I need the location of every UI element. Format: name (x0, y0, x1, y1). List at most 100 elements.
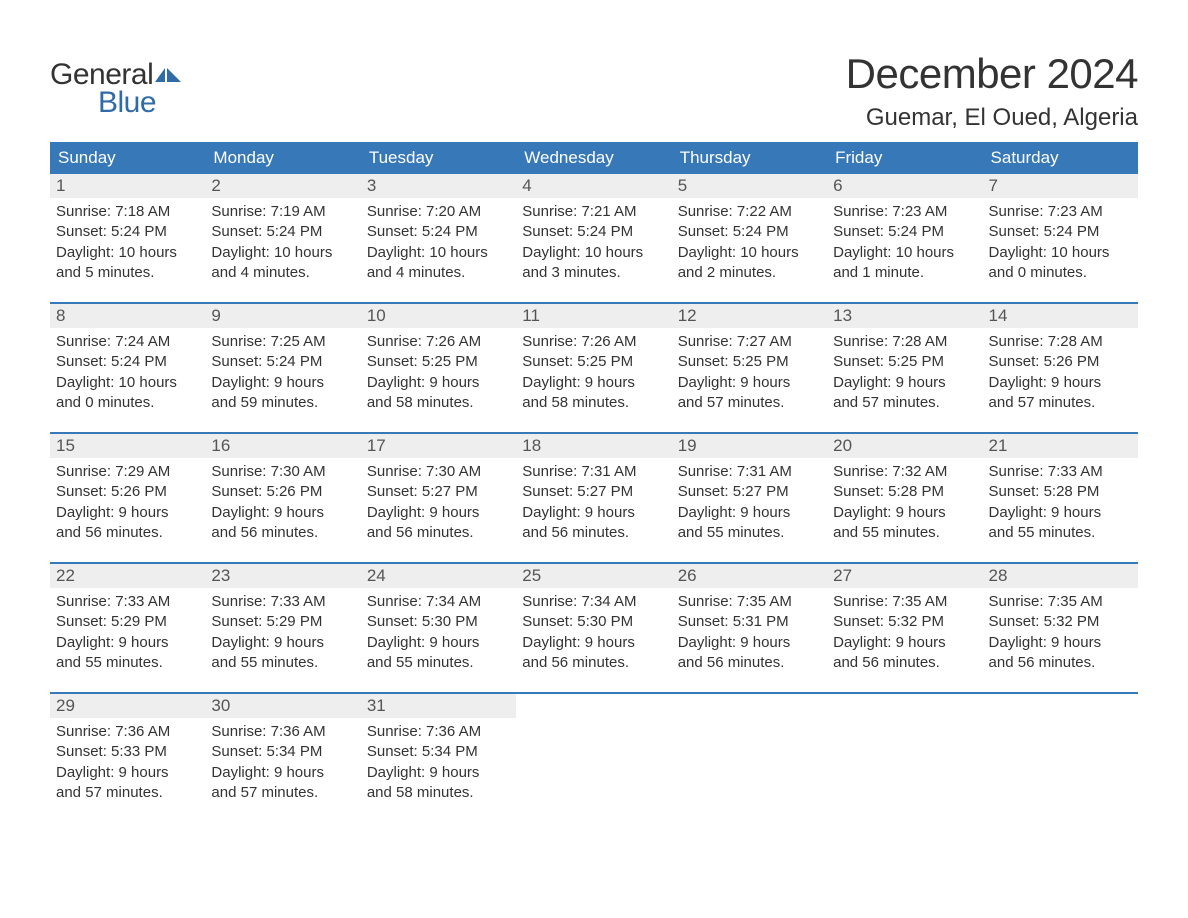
sunset-line: Sunset: 5:29 PM (211, 612, 354, 632)
sunrise-line: Sunrise: 7:35 AM (833, 592, 976, 612)
daylight-line-2: and 55 minutes. (833, 523, 976, 543)
sunrise-line: Sunrise: 7:32 AM (833, 462, 976, 482)
day-body: Sunrise: 7:36 AMSunset: 5:34 PMDaylight:… (361, 718, 516, 807)
day-number: 14 (983, 304, 1138, 328)
sunset-line: Sunset: 5:24 PM (56, 352, 199, 372)
day-body: Sunrise: 7:23 AMSunset: 5:24 PMDaylight:… (983, 198, 1138, 287)
daylight-line-1: Daylight: 9 hours (522, 503, 665, 523)
daylight-line-1: Daylight: 9 hours (833, 633, 976, 653)
sunrise-line: Sunrise: 7:34 AM (367, 592, 510, 612)
daylight-line-2: and 57 minutes. (989, 393, 1132, 413)
day-body: Sunrise: 7:24 AMSunset: 5:24 PMDaylight:… (50, 328, 205, 417)
daylight-line-1: Daylight: 10 hours (678, 243, 821, 263)
day-cell: 20Sunrise: 7:32 AMSunset: 5:28 PMDayligh… (827, 434, 982, 562)
day-cell: 26Sunrise: 7:35 AMSunset: 5:31 PMDayligh… (672, 564, 827, 692)
daylight-line-1: Daylight: 9 hours (211, 763, 354, 783)
sunset-line: Sunset: 5:24 PM (56, 222, 199, 242)
day-cell: 10Sunrise: 7:26 AMSunset: 5:25 PMDayligh… (361, 304, 516, 432)
day-number: 3 (361, 174, 516, 198)
daylight-line-2: and 59 minutes. (211, 393, 354, 413)
sunset-line: Sunset: 5:25 PM (522, 352, 665, 372)
day-cell: 8Sunrise: 7:24 AMSunset: 5:24 PMDaylight… (50, 304, 205, 432)
daylight-line-1: Daylight: 9 hours (211, 373, 354, 393)
sunrise-line: Sunrise: 7:25 AM (211, 332, 354, 352)
sunrise-line: Sunrise: 7:29 AM (56, 462, 199, 482)
sunrise-line: Sunrise: 7:19 AM (211, 202, 354, 222)
daylight-line-1: Daylight: 10 hours (833, 243, 976, 263)
sunset-line: Sunset: 5:27 PM (522, 482, 665, 502)
day-body: Sunrise: 7:20 AMSunset: 5:24 PMDaylight:… (361, 198, 516, 287)
day-number: 13 (827, 304, 982, 328)
sunset-line: Sunset: 5:24 PM (211, 352, 354, 372)
sunset-line: Sunset: 5:32 PM (833, 612, 976, 632)
sunrise-line: Sunrise: 7:24 AM (56, 332, 199, 352)
day-number: 26 (672, 564, 827, 588)
sunset-line: Sunset: 5:29 PM (56, 612, 199, 632)
daylight-line-2: and 58 minutes. (367, 393, 510, 413)
sunrise-line: Sunrise: 7:36 AM (367, 722, 510, 742)
day-body: Sunrise: 7:34 AMSunset: 5:30 PMDaylight:… (516, 588, 671, 677)
daylight-line-2: and 56 minutes. (522, 523, 665, 543)
daylight-line-1: Daylight: 10 hours (989, 243, 1132, 263)
sunrise-line: Sunrise: 7:27 AM (678, 332, 821, 352)
day-number: 27 (827, 564, 982, 588)
daylight-line-2: and 55 minutes. (56, 653, 199, 673)
daylight-line-2: and 56 minutes. (678, 653, 821, 673)
location: Guemar, El Oued, Algeria (846, 104, 1138, 132)
day-cell: 29Sunrise: 7:36 AMSunset: 5:33 PMDayligh… (50, 694, 205, 822)
daylight-line-2: and 56 minutes. (522, 653, 665, 673)
sunset-line: Sunset: 5:24 PM (522, 222, 665, 242)
day-number: 20 (827, 434, 982, 458)
day-body: Sunrise: 7:25 AMSunset: 5:24 PMDaylight:… (205, 328, 360, 417)
day-cell: 13Sunrise: 7:28 AMSunset: 5:25 PMDayligh… (827, 304, 982, 432)
sunset-line: Sunset: 5:26 PM (56, 482, 199, 502)
daylight-line-1: Daylight: 9 hours (989, 503, 1132, 523)
day-cell: 22Sunrise: 7:33 AMSunset: 5:29 PMDayligh… (50, 564, 205, 692)
day-body: Sunrise: 7:23 AMSunset: 5:24 PMDaylight:… (827, 198, 982, 287)
sunrise-line: Sunrise: 7:30 AM (367, 462, 510, 482)
sunrise-line: Sunrise: 7:22 AM (678, 202, 821, 222)
daylight-line-2: and 56 minutes. (56, 523, 199, 543)
day-body: Sunrise: 7:27 AMSunset: 5:25 PMDaylight:… (672, 328, 827, 417)
sunrise-line: Sunrise: 7:33 AM (989, 462, 1132, 482)
daylight-line-1: Daylight: 9 hours (211, 633, 354, 653)
daylight-line-2: and 0 minutes. (56, 393, 199, 413)
sunrise-line: Sunrise: 7:31 AM (678, 462, 821, 482)
day-number: 4 (516, 174, 671, 198)
sunset-line: Sunset: 5:34 PM (367, 742, 510, 762)
day-cell: 4Sunrise: 7:21 AMSunset: 5:24 PMDaylight… (516, 174, 671, 302)
month-title: December 2024 (846, 50, 1138, 98)
sunset-line: Sunset: 5:32 PM (989, 612, 1132, 632)
sunrise-line: Sunrise: 7:28 AM (989, 332, 1132, 352)
sunset-line: Sunset: 5:30 PM (367, 612, 510, 632)
day-number: 5 (672, 174, 827, 198)
sunrise-line: Sunrise: 7:31 AM (522, 462, 665, 482)
sunrise-line: Sunrise: 7:18 AM (56, 202, 199, 222)
daylight-line-1: Daylight: 9 hours (367, 503, 510, 523)
sunset-line: Sunset: 5:25 PM (833, 352, 976, 372)
weekday-wednesday: Wednesday (516, 142, 671, 174)
day-body: Sunrise: 7:35 AMSunset: 5:31 PMDaylight:… (672, 588, 827, 677)
day-number: 21 (983, 434, 1138, 458)
day-cell: 14Sunrise: 7:28 AMSunset: 5:26 PMDayligh… (983, 304, 1138, 432)
daylight-line-2: and 56 minutes. (989, 653, 1132, 673)
sunrise-line: Sunrise: 7:34 AM (522, 592, 665, 612)
daylight-line-1: Daylight: 9 hours (56, 633, 199, 653)
day-body: Sunrise: 7:31 AMSunset: 5:27 PMDaylight:… (672, 458, 827, 547)
sunset-line: Sunset: 5:27 PM (367, 482, 510, 502)
day-number: 23 (205, 564, 360, 588)
daylight-line-1: Daylight: 10 hours (56, 243, 199, 263)
day-body: Sunrise: 7:33 AMSunset: 5:29 PMDaylight:… (50, 588, 205, 677)
day-number: 19 (672, 434, 827, 458)
day-body: Sunrise: 7:22 AMSunset: 5:24 PMDaylight:… (672, 198, 827, 287)
daylight-line-1: Daylight: 9 hours (522, 633, 665, 653)
day-body: Sunrise: 7:33 AMSunset: 5:29 PMDaylight:… (205, 588, 360, 677)
sunrise-line: Sunrise: 7:35 AM (989, 592, 1132, 612)
sunset-line: Sunset: 5:26 PM (211, 482, 354, 502)
sunset-line: Sunset: 5:28 PM (833, 482, 976, 502)
weekday-tuesday: Tuesday (361, 142, 516, 174)
day-number: 31 (361, 694, 516, 718)
day-cell: 16Sunrise: 7:30 AMSunset: 5:26 PMDayligh… (205, 434, 360, 562)
sunset-line: Sunset: 5:24 PM (833, 222, 976, 242)
sunrise-line: Sunrise: 7:26 AM (522, 332, 665, 352)
